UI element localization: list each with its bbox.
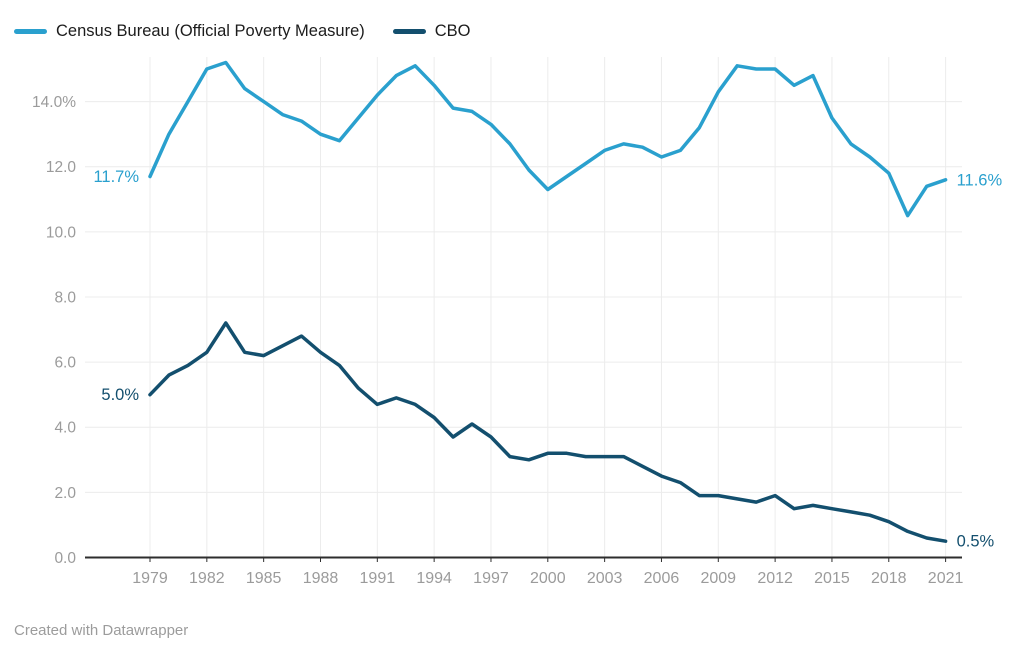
svg-text:2018: 2018 (871, 570, 907, 587)
svg-text:2015: 2015 (814, 570, 850, 587)
svg-text:1994: 1994 (416, 570, 452, 587)
svg-text:12.0: 12.0 (46, 159, 77, 176)
datawrapper-attribution: Created with Datawrapper (14, 622, 189, 639)
svg-text:2006: 2006 (644, 570, 680, 587)
svg-text:6.0: 6.0 (54, 355, 76, 372)
svg-text:5.0%: 5.0% (101, 386, 139, 404)
svg-text:1979: 1979 (132, 570, 168, 587)
svg-text:2003: 2003 (587, 570, 623, 587)
svg-text:1991: 1991 (360, 570, 396, 587)
svg-text:0.5%: 0.5% (957, 533, 995, 551)
legend-label-census: Census Bureau (Official Poverty Measure) (56, 22, 365, 40)
svg-text:11.7%: 11.7% (93, 168, 139, 186)
line-chart-plot: 0.0 2.0 4.0 6.0 8.0 10.0 12.0 14.0% 1979 1982 1985… (32, 57, 1003, 587)
svg-text:2.0: 2.0 (54, 485, 76, 502)
svg-text:11.6%: 11.6% (957, 171, 1003, 189)
svg-text:14.0%: 14.0% (32, 94, 76, 111)
legend-swatch-census-icon (14, 28, 47, 34)
svg-text:0.0: 0.0 (54, 550, 76, 567)
svg-text:1982: 1982 (189, 570, 225, 587)
svg-text:4.0: 4.0 (54, 420, 76, 437)
legend-swatch-cbo-icon (392, 28, 426, 34)
svg-text:2009: 2009 (700, 570, 736, 587)
svg-text:2021: 2021 (928, 570, 964, 587)
svg-text:1997: 1997 (473, 570, 509, 587)
svg-text:1988: 1988 (303, 570, 339, 587)
svg-text:2012: 2012 (757, 570, 793, 587)
legend-item-census: Census Bureau (Official Poverty Measure) (14, 22, 365, 40)
legend-label-cbo: CBO (434, 22, 471, 40)
svg-text:8.0: 8.0 (54, 289, 76, 306)
svg-text:1985: 1985 (246, 570, 282, 587)
legend: Census Bureau (Official Poverty Measure)… (14, 22, 471, 40)
svg-text:2000: 2000 (530, 570, 566, 587)
legend-item-cbo: CBO (392, 22, 471, 40)
svg-text:10.0: 10.0 (46, 224, 77, 241)
